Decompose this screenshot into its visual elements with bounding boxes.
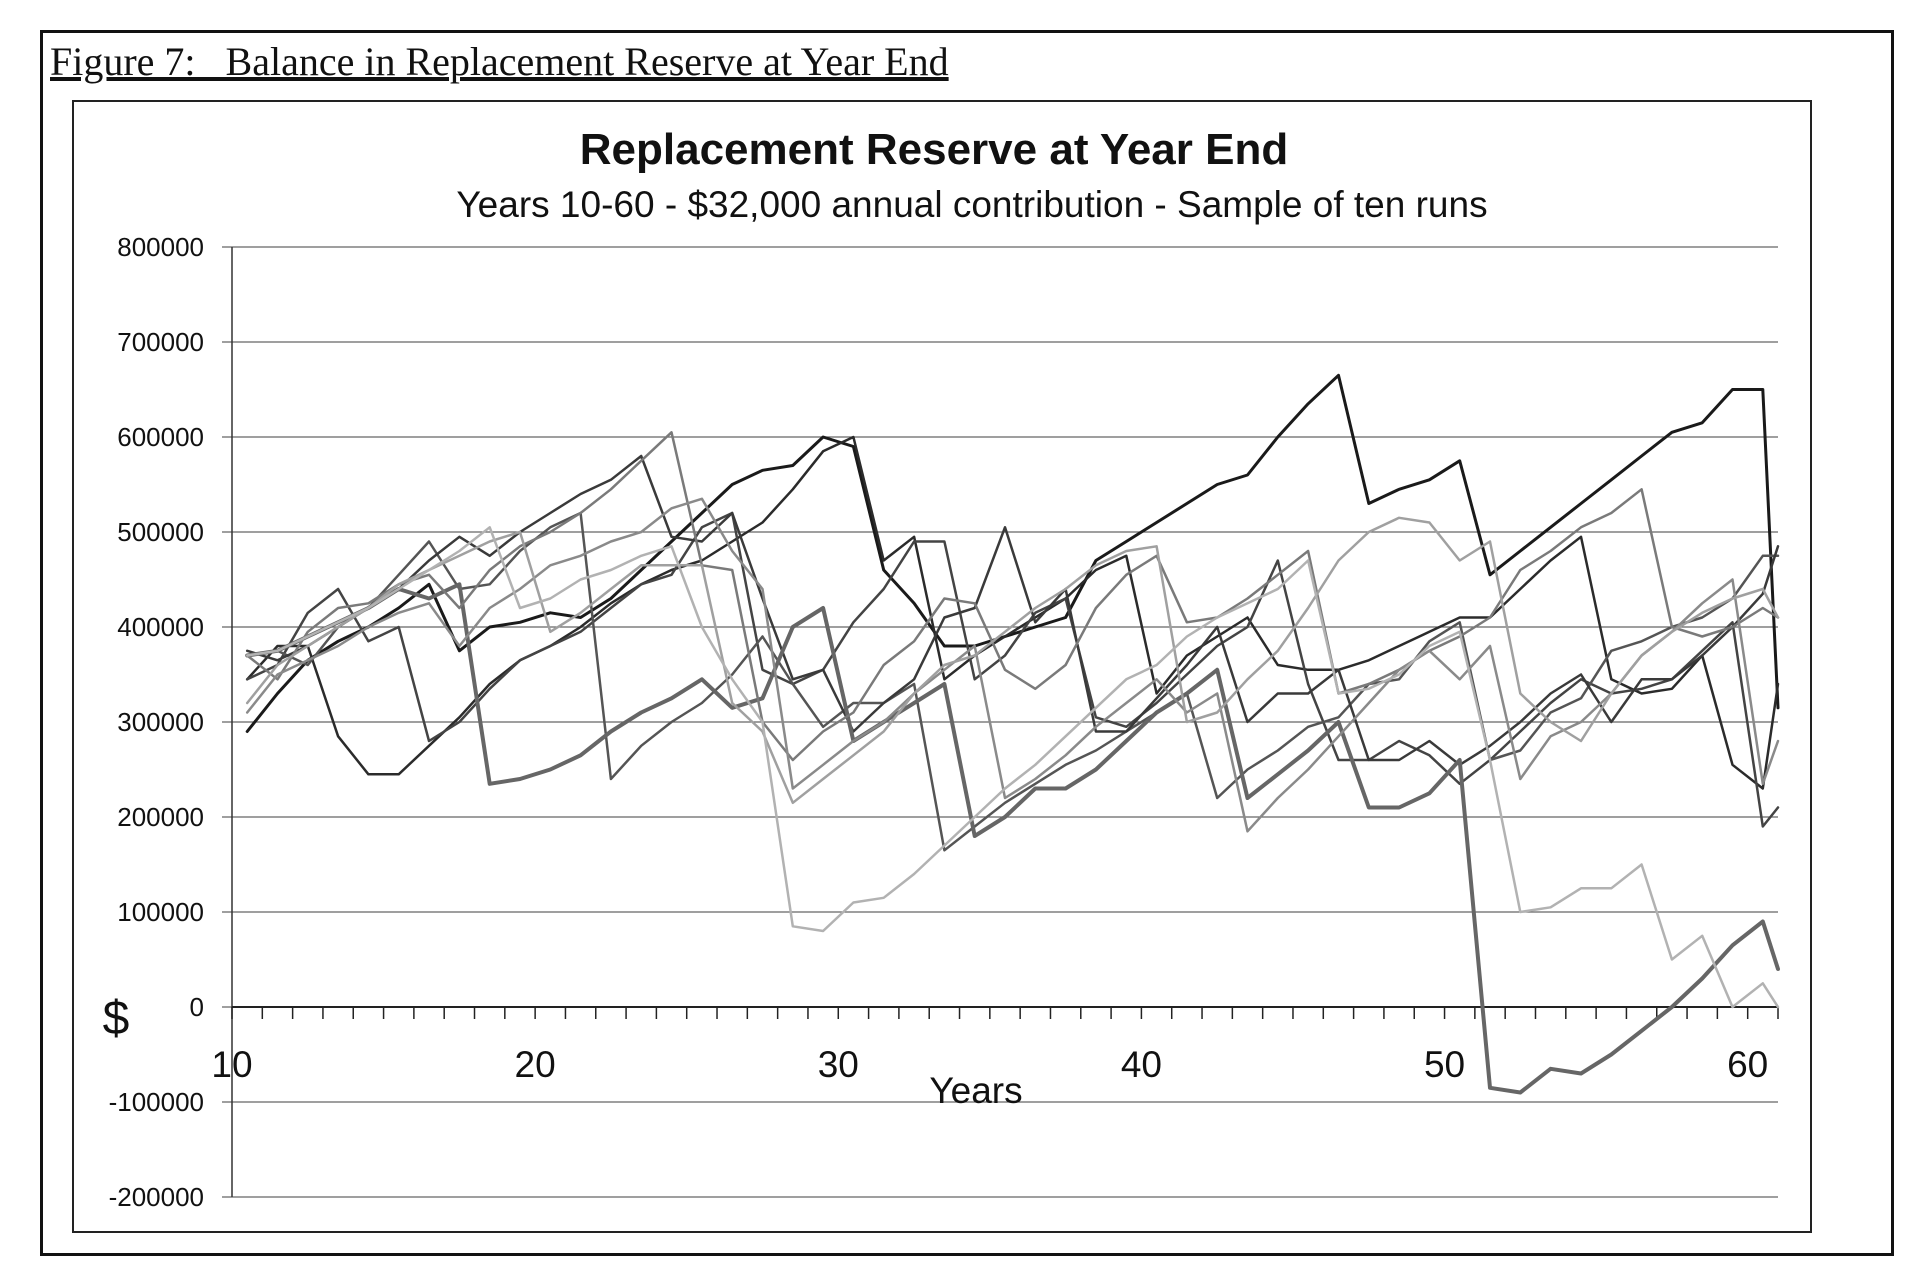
x-tick-label: 40 (1121, 1044, 1162, 1085)
y-tick-label: 800000 (117, 232, 204, 262)
y-tick-label: 400000 (117, 612, 204, 642)
x-tick-label: 60 (1727, 1044, 1768, 1085)
series-line-6 (247, 584, 1778, 1092)
series-line-2 (247, 437, 1778, 789)
figure-caption: Figure 7: Balance in Replacement Reserve… (50, 38, 949, 85)
y-tick-label: 700000 (117, 327, 204, 357)
y-tick-label: 0 (190, 992, 204, 1022)
chart-title: Replacement Reserve at Year End (580, 125, 1288, 174)
series-line-9 (247, 518, 1778, 803)
series-line-10 (247, 527, 1778, 1007)
series-line-3 (247, 513, 1778, 827)
y-tick-label: -200000 (109, 1182, 204, 1212)
y-tick-label: 500000 (117, 517, 204, 547)
x-tick-label: 30 (818, 1044, 859, 1085)
x-tick-label: 50 (1424, 1044, 1465, 1085)
line-chart: Replacement Reserve at Year End Years 10… (74, 102, 1810, 1231)
series-lines (247, 375, 1778, 1092)
y-tick-label: -100000 (109, 1087, 204, 1117)
chart-area: Replacement Reserve at Year End Years 10… (72, 100, 1812, 1233)
x-axis-label: Years (929, 1070, 1022, 1111)
y-tick-label: 300000 (117, 707, 204, 737)
x-tick-label: 20 (515, 1044, 556, 1085)
x-tick-label: 10 (211, 1044, 252, 1085)
y-tick-labels: 800000 700000 600000 500000 400000 300000 2000… (109, 232, 204, 1212)
y-axis-label: $ (103, 992, 130, 1045)
y-tick-label: 200000 (117, 802, 204, 832)
y-tick-label: 600000 (117, 422, 204, 452)
y-tick-label: 100000 (117, 897, 204, 927)
chart-subtitle: Years 10-60 - $32,000 annual contributio… (456, 184, 1487, 225)
